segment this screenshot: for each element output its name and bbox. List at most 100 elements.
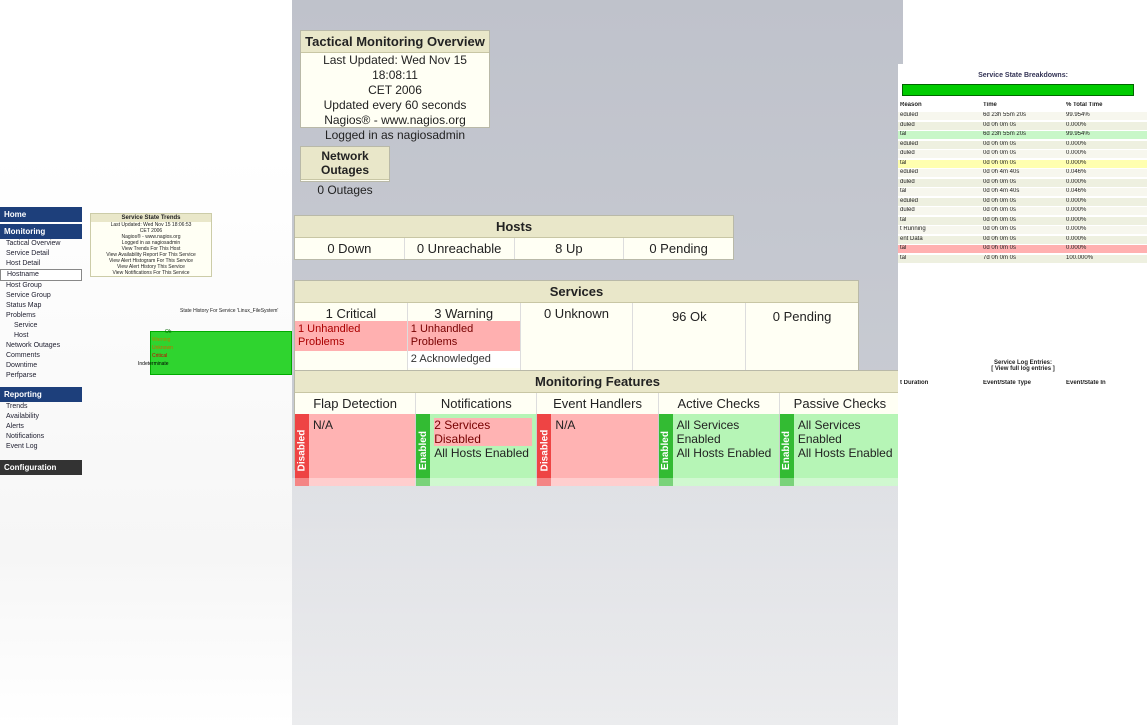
nav-item-network-outages[interactable]: Network Outages	[6, 342, 61, 349]
warning-acknowledged[interactable]: 2 Acknowledged	[407, 351, 520, 368]
feature-event-handlers[interactable]: Disabled N/A	[537, 414, 659, 486]
breakdown-row: tal 0d 0h 0m 0s 0.000%	[898, 159, 1147, 168]
nav-home[interactable]: Home	[0, 207, 82, 222]
nav-reporting[interactable]: Reporting	[0, 387, 82, 402]
breakdown-cell: 0d 0h 0m 0s	[983, 216, 1017, 223]
critical-unhandled[interactable]: 1 Unhandled Problems	[295, 321, 407, 351]
event-handlers-state-badge[interactable]: Disabled	[537, 414, 552, 486]
breakdown-cell: 100.000%	[1066, 254, 1094, 261]
nav-item-perfparse[interactable]: Perfparse	[6, 372, 37, 379]
warning-count[interactable]: 3 Warning	[434, 306, 494, 321]
trends-title: Service State Trends	[91, 214, 211, 222]
nav-item-service-detail[interactable]: Service Detail	[6, 250, 50, 257]
breakdown-row: duled 0d 0h 0m 0s 0.000%	[898, 150, 1147, 158]
breakdown-cell: 99.954%	[1066, 131, 1090, 137]
log-title: Service Log Entries: [ View full log ent…	[958, 360, 1088, 372]
breakdown-cell: 0.000%	[1066, 235, 1087, 242]
trends-link[interactable]: View Alert Histogram For This Service	[108, 258, 193, 264]
hosts-up[interactable]: 8 Up	[515, 238, 625, 259]
feature-active-checks[interactable]: Enabled All Services Enabled All Hosts E…	[658, 414, 780, 486]
active-hosts[interactable]: All Hosts Enabled	[676, 446, 772, 460]
flap-state-badge[interactable]: Disabled	[295, 414, 309, 486]
services-warning[interactable]: 3 Warning 1 Unhandled Problems 2 Acknowl…	[407, 303, 521, 371]
nav-item-trends[interactable]: Trends	[6, 403, 28, 410]
breakdown-cell: 0d 0h 0m 0s	[983, 226, 1017, 232]
breakdown-cell: 0d 0h 0m 0s	[983, 235, 1017, 242]
breakdown-cell: 0.046%	[1066, 169, 1087, 175]
logged-in-as: Logged in as nagiosadmin	[324, 128, 466, 142]
header-time: Time	[983, 102, 997, 108]
breakdown-cell: duled	[900, 207, 915, 213]
notifications-state-badge[interactable]: Enabled	[416, 414, 431, 486]
nav-item-host-group[interactable]: Host Group	[6, 282, 42, 289]
tactical-overview-panel: Tactical Monitoring Overview Last Update…	[292, 0, 903, 725]
outages-count[interactable]: 0 Outages	[317, 183, 373, 197]
trends-link[interactable]: View Availability Report For This Servic…	[106, 252, 196, 258]
breakdown-cell: 0.000%	[1066, 245, 1087, 251]
feature-header-passive: Passive Checks	[793, 396, 887, 411]
active-services[interactable]: All Services Enabled	[676, 418, 740, 446]
nav-item-service[interactable]: Service	[14, 322, 38, 329]
feature-flap-detection[interactable]: Disabled N/A	[295, 414, 417, 486]
left-screenshot-panel: Home Monitoring Tactical Overview Servic…	[0, 155, 300, 725]
nav-item-host-detail[interactable]: Host Detail	[6, 260, 41, 267]
services-unknown[interactable]: 0 Unknown	[521, 303, 634, 371]
log-title-text: Service Log Entries:	[993, 360, 1053, 366]
passive-services[interactable]: All Services Enabled	[797, 418, 861, 446]
breakdown-row: eduled 0d 0h 0m 0s 0.000%	[898, 140, 1147, 149]
state-breakdown-bar	[902, 84, 1134, 96]
services-critical[interactable]: 1 Critical 1 Unhandled Problems	[295, 303, 408, 371]
nav-item-tactical[interactable]: Tactical Overview	[6, 240, 61, 247]
breakdown-cell: 6d 23h 55m 20s	[983, 112, 1027, 118]
nagios-link[interactable]: Nagios® - www.nagios.org	[324, 113, 466, 127]
trends-link[interactable]: View Notifications For This Service	[112, 270, 190, 276]
nav-item-service-group[interactable]: Service Group	[6, 292, 51, 299]
nav-item-availability[interactable]: Availability	[6, 413, 39, 420]
notifications-hosts[interactable]: All Hosts Enabled	[434, 446, 529, 460]
breakdown-cell: 0.000%	[1066, 216, 1087, 223]
hosts-down[interactable]: 0 Down	[295, 238, 405, 259]
services-title: Services	[295, 281, 858, 303]
feature-notifications[interactable]: Enabled 2 Services Disabled All Hosts En…	[416, 414, 538, 486]
breakdown-cell: tal	[900, 254, 907, 261]
nav-item-alerts[interactable]: Alerts	[6, 423, 24, 430]
log-view-full-link[interactable]: [ View full log entries ]	[991, 366, 1055, 372]
nav-item-status-map[interactable]: Status Map	[6, 302, 42, 309]
nav-monitoring[interactable]: Monitoring	[0, 224, 82, 239]
trends-link[interactable]: View Alert History This Service	[117, 264, 185, 270]
nav-hostname-field[interactable]: Hostname	[0, 269, 82, 281]
breakdown-row: eduled 0d 0h 0m 0s 0.000%	[898, 197, 1147, 206]
nav-item-downtime[interactable]: Downtime	[6, 362, 38, 369]
nav-item-comments[interactable]: Comments	[6, 352, 40, 359]
breakdown-cell: 0.000%	[1066, 207, 1087, 213]
services-summary: Services 1 Critical 1 Unhandled Problems…	[294, 280, 859, 372]
trends-link[interactable]: View Trends For This Host	[121, 246, 181, 252]
breakdown-cell: 0d 0h 0m 0s	[983, 178, 1017, 185]
services-ok[interactable]: 96 Ok	[633, 303, 747, 371]
breakdown-row: eduled 6d 23h 55m 20s 99.954%	[898, 112, 1147, 120]
feature-header-notifications: Notifications	[416, 393, 538, 414]
breakdown-cell: 7d 0h 0m 0s	[983, 254, 1017, 261]
nav-item-host[interactable]: Host	[14, 332, 29, 339]
hosts-pending[interactable]: 0 Pending	[649, 241, 708, 256]
breakdown-cell: 0d 0h 0m 0s	[983, 197, 1017, 204]
notifications-services[interactable]: 2 Services Disabled	[434, 418, 533, 446]
passive-checks-state-badge[interactable]: Enabled	[779, 414, 794, 486]
active-checks-state-badge[interactable]: Enabled	[658, 414, 673, 486]
nav-item-notifications[interactable]: Notifications	[6, 433, 45, 440]
nav-configuration[interactable]: Configuration	[0, 460, 82, 475]
breakdown-cell: t Running	[900, 226, 926, 232]
critical-count[interactable]: 1 Critical	[325, 306, 377, 321]
breakdown-cell: 0.000%	[1066, 197, 1087, 204]
nav-item-problems[interactable]: Problems	[6, 312, 36, 319]
breakdown-row: eduled 0d 0h 4m 40s 0.046%	[898, 169, 1147, 177]
header-reason: Reason	[900, 102, 922, 108]
hosts-unreachable[interactable]: 0 Unreachable	[405, 238, 515, 259]
feature-passive-checks[interactable]: Enabled All Services Enabled All Hosts E…	[779, 414, 901, 486]
passive-hosts[interactable]: All Hosts Enabled	[797, 446, 893, 460]
nav-item-event-log[interactable]: Event Log	[6, 443, 38, 450]
breakdown-cell: 0.000%	[1066, 178, 1087, 185]
breakdown-row: ent Data 0d 0h 0m 0s 0.000%	[898, 235, 1147, 244]
services-pending[interactable]: 0 Pending	[772, 309, 832, 324]
warning-unhandled[interactable]: 1 Unhandled Problems	[407, 321, 520, 351]
